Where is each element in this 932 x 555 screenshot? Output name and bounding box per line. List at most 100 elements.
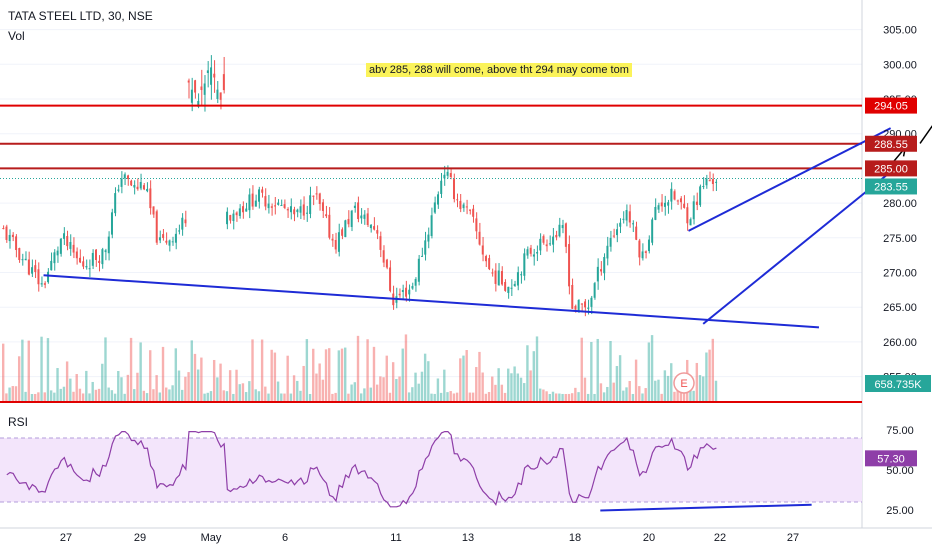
candle-body (184, 219, 187, 224)
volume-bar (110, 390, 114, 402)
volume-bar (37, 392, 40, 402)
volume-bar (158, 392, 162, 402)
volume-badge-bg (865, 375, 931, 392)
rsi-label: RSI (8, 415, 29, 429)
volume-bar (5, 393, 8, 402)
candle-body (245, 208, 248, 212)
volume-bar (14, 386, 18, 402)
volume-bar (184, 376, 187, 402)
candle-body (251, 193, 254, 207)
chart-annotation: abv 285, 288 will come, above tht 294 ma… (366, 63, 632, 77)
volume-bar (711, 338, 715, 402)
volume-bar (641, 393, 644, 402)
volume-bar (212, 359, 216, 402)
volume-bar (433, 393, 436, 402)
volume-bar (228, 370, 232, 402)
candle-body (481, 245, 484, 255)
candle-body (699, 186, 702, 206)
volume-bar (634, 359, 638, 402)
volume-bar (2, 343, 5, 402)
time-tick-label: 29 (134, 532, 146, 544)
candle-body (123, 174, 126, 179)
candle-body (692, 201, 695, 220)
volume-bar (583, 377, 587, 402)
volume-bar (30, 393, 34, 402)
candle-body (187, 80, 190, 83)
candle-body (66, 236, 69, 247)
volume-bar (535, 336, 539, 402)
candle-body (446, 171, 449, 176)
candle-body (267, 203, 270, 209)
volume-bar (369, 387, 372, 402)
volume-bar (510, 373, 513, 402)
candle-body (663, 202, 666, 207)
candle-body (178, 230, 181, 232)
volume-bar (519, 377, 523, 402)
candle-body (305, 212, 308, 214)
candle-body (325, 214, 328, 217)
volume-bar (487, 392, 491, 402)
projection-arrow-shaft (919, 125, 932, 144)
candle-body (344, 220, 347, 238)
volume-bar (545, 391, 548, 402)
volume-bar (491, 376, 494, 402)
candle-body (603, 256, 606, 274)
volume-bar (586, 393, 590, 402)
volume-bar (372, 346, 376, 402)
rsi-line (6, 431, 717, 508)
volume-bar (270, 349, 273, 402)
volume-bar (529, 370, 532, 402)
candle-body (37, 269, 40, 285)
candle-body (427, 234, 430, 242)
candle-body (568, 244, 571, 287)
volume-bar (344, 347, 347, 402)
volume-bar (85, 370, 88, 402)
volume-bar (276, 381, 280, 402)
candle-body (194, 80, 197, 93)
candle-body (222, 74, 225, 91)
volume-bar (65, 361, 69, 402)
candle-body (357, 202, 360, 220)
candle-body (347, 218, 350, 225)
volume-bar (382, 377, 385, 402)
candle-body (98, 260, 101, 264)
candle-body (11, 234, 14, 237)
last-price-badge-bg (865, 178, 917, 195)
volume-bar (631, 393, 635, 402)
candle-body (596, 266, 599, 282)
volume-bar (139, 342, 142, 402)
volume-bar (203, 393, 206, 402)
candle-body (465, 206, 468, 208)
volume-bar (232, 393, 235, 402)
candle-body (360, 215, 363, 219)
volume-bar (465, 350, 468, 402)
candle-body (47, 271, 50, 283)
candle-body (449, 173, 452, 177)
level-badge-288: 288.55 (874, 139, 908, 151)
volume-bar (219, 363, 222, 402)
volume-bar (296, 380, 299, 402)
candle-body (5, 226, 8, 240)
level-badge-288-bg (865, 135, 917, 152)
candle-body (657, 205, 660, 210)
candle-body (165, 240, 168, 243)
rsi-tick-label: 75.00 (886, 425, 914, 437)
candle-body (232, 213, 235, 222)
volume-bar (324, 349, 328, 402)
candle-body (708, 180, 711, 182)
candle-body (600, 269, 603, 272)
volume-bar (206, 392, 209, 402)
volume-bar (133, 389, 136, 402)
candle-body (564, 223, 567, 247)
volume-bar (602, 392, 606, 402)
candle-body (644, 251, 647, 253)
candle-body (286, 209, 289, 211)
time-tick-label: 18 (569, 532, 581, 544)
candle-body (50, 260, 53, 271)
volume-bar (577, 392, 580, 402)
volume-bar (638, 386, 641, 402)
candle-body (8, 234, 11, 242)
candle-body (529, 247, 532, 254)
candle-body (31, 267, 34, 274)
volume-bar (452, 393, 456, 402)
